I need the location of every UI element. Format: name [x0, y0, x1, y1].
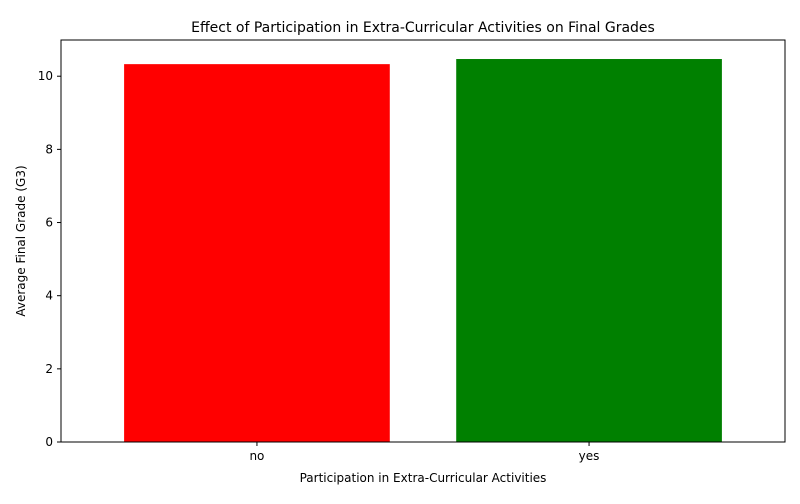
- y-tick-label: 6: [45, 216, 53, 230]
- y-tick-label: 2: [45, 362, 53, 376]
- y-tick-label: 0: [45, 435, 53, 449]
- x-tick-label: yes: [579, 449, 600, 463]
- x-axis: no yes: [249, 442, 599, 463]
- bar-yes: [456, 59, 722, 442]
- x-axis-label: Participation in Extra-Curricular Activi…: [300, 471, 547, 485]
- y-tick-label: 4: [45, 289, 53, 303]
- y-axis: 0 2 4 6 8 10: [38, 69, 61, 449]
- bar-no: [124, 64, 390, 443]
- plot-frame: [60, 39, 786, 443]
- y-tick-label: 8: [45, 142, 53, 156]
- bars-layer: [124, 59, 722, 443]
- x-tick-label: no: [249, 449, 264, 463]
- chart-title: Effect of Participation in Extra-Curricu…: [191, 20, 655, 36]
- y-tick-label: 10: [38, 69, 53, 83]
- y-axis-label: Average Final Grade (G3): [14, 165, 28, 316]
